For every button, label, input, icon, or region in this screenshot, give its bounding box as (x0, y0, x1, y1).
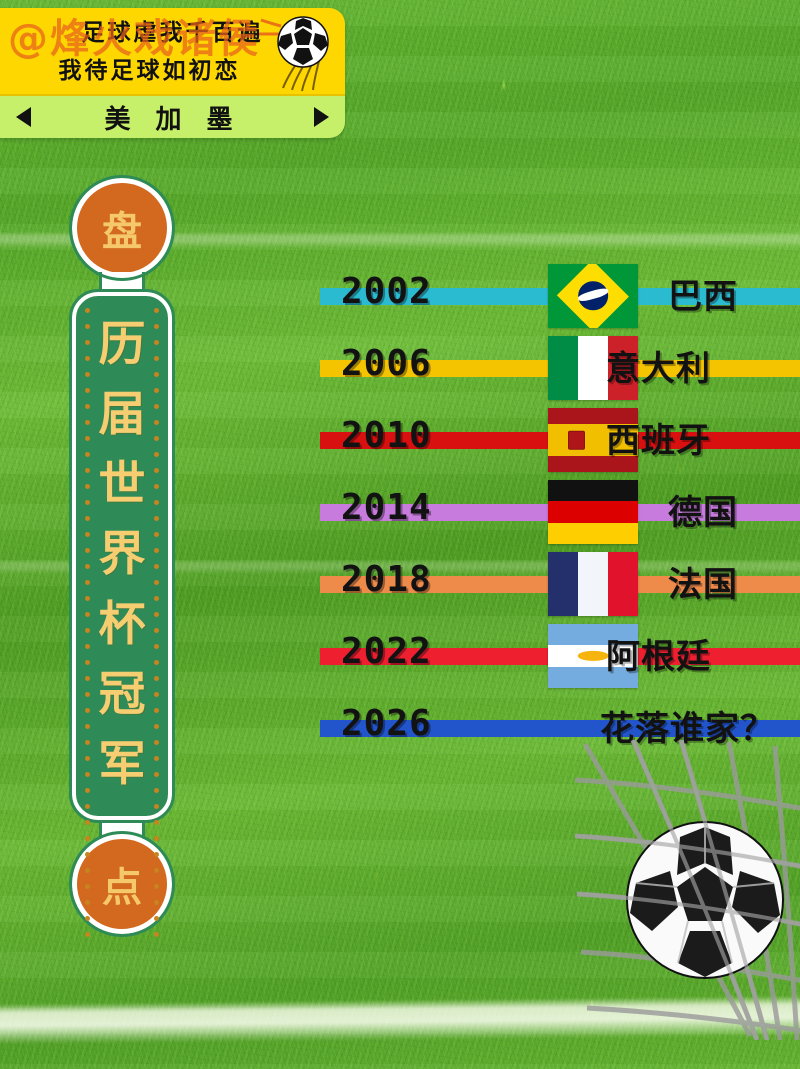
timeline-row: 2010 西班牙 (0, 402, 800, 474)
soccer-ball-graphic (626, 821, 784, 979)
timeline-row: 2022 阿根廷 (0, 618, 800, 690)
next-arrow-icon[interactable] (313, 107, 329, 127)
banner-char: 冠 (98, 667, 146, 722)
italy-flag (548, 336, 638, 400)
row-year: 2018 (341, 559, 432, 600)
row-country: 西班牙 (606, 421, 711, 461)
vertical-banner: 盘 历 届 世 界 杯 冠 军 点 (69, 175, 175, 937)
banner-char: 届 (98, 387, 146, 442)
row-bar (320, 720, 800, 737)
argentina-flag (548, 624, 638, 688)
banner-title-vertical: 历 届 世 界 杯 冠 军 (76, 310, 168, 800)
flying-soccer-ball-icon (259, 16, 329, 92)
row-year: 2002 (341, 271, 432, 312)
row-year: 2010 (341, 415, 432, 456)
banner-char: 历 (98, 317, 146, 372)
banner-char: 杯 (98, 597, 146, 652)
timeline-row: 2014 德国 (0, 474, 800, 546)
slogan-line-1: 足球虐我千百遍 (81, 20, 264, 46)
prev-arrow-icon[interactable] (16, 107, 31, 127)
timeline-row: 2006 意大利 (0, 330, 800, 402)
row-year: 2006 (341, 343, 432, 384)
banner-dots-right (154, 308, 159, 937)
row-country: 德国 (668, 493, 738, 533)
row-year: 2014 (341, 487, 432, 528)
brazil-flag (548, 264, 638, 328)
row-country: 法国 (668, 565, 738, 605)
banner-char: 界 (98, 527, 146, 582)
spain-flag (548, 408, 638, 472)
slogan-panel: 足球虐我千百遍 我待足球如初恋 (0, 8, 345, 94)
france-flag (548, 552, 638, 616)
timeline-row: 2018 法国 (0, 546, 800, 618)
row-year: 2026 (341, 703, 432, 744)
banner-dots-left (85, 308, 90, 937)
row-country: 巴西 (668, 277, 738, 317)
pitch-line-upper (0, 232, 800, 248)
banner-char: 世 (98, 457, 146, 512)
header-banner: 足球虐我千百遍 我待足球如初恋 (0, 8, 345, 138)
row-country: 阿根廷 (606, 637, 711, 677)
row-year: 2022 (341, 631, 432, 672)
banner-body: 历 届 世 界 杯 冠 军 (69, 289, 175, 937)
winners-timeline: 2002 巴西 2006 意大利 2010 西班牙 2014 (0, 258, 800, 762)
slogan-line-2: 我待足球如初恋 (58, 58, 241, 84)
banner-char: 军 (98, 737, 146, 792)
nav-title: 美 加 墨 (104, 104, 241, 135)
germany-flag (548, 480, 638, 544)
nav-bar[interactable]: 美 加 墨 (0, 94, 345, 138)
timeline-row: 2002 巴西 (0, 258, 800, 330)
row-country: 意大利 (606, 349, 711, 389)
